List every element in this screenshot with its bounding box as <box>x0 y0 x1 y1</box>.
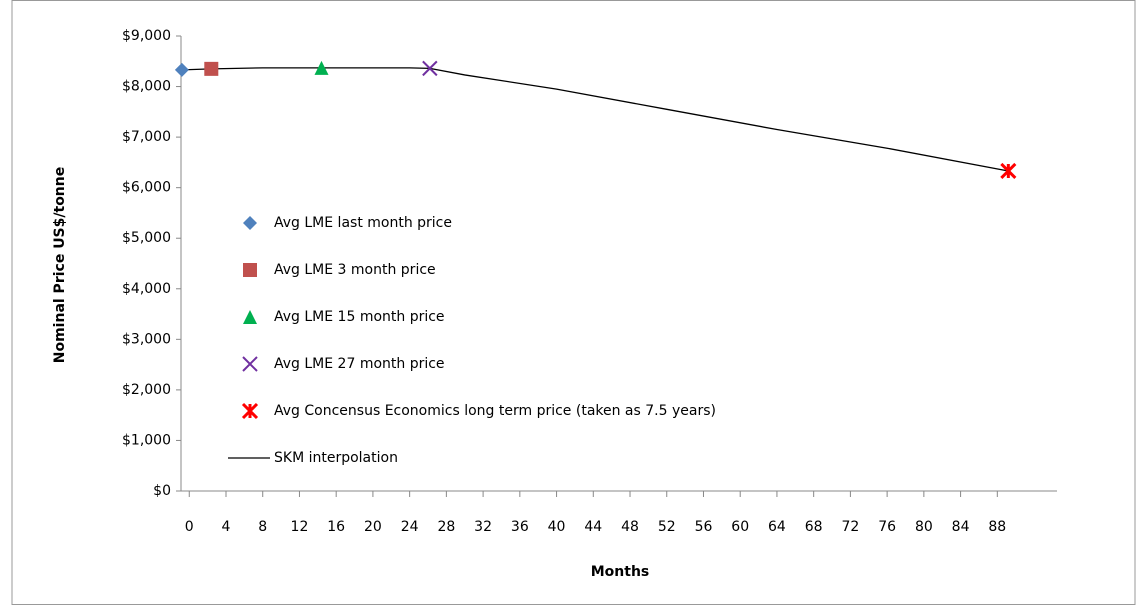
x-tick-label: 16 <box>327 519 345 535</box>
x-tick-label: 12 <box>291 519 309 535</box>
x-tick-label: 60 <box>731 519 749 535</box>
interpolation-line <box>181 67 1009 172</box>
x-tick-label: 72 <box>841 519 859 535</box>
point <box>1000 162 1017 180</box>
legend-swatch <box>242 356 258 372</box>
legend-swatch <box>243 310 257 324</box>
y-tick-label: $7,000 <box>122 129 171 145</box>
y-tick-label: $6,000 <box>122 180 171 196</box>
y-tick-label: $5,000 <box>122 230 171 246</box>
x-tick-label: 76 <box>878 519 896 535</box>
x-tick-label: 24 <box>401 519 419 535</box>
x-tick-label: 68 <box>805 519 823 535</box>
x-tick-label: 84 <box>952 519 970 535</box>
x-tick-label: 8 <box>258 519 267 535</box>
x-tick-label: 20 <box>364 519 382 535</box>
x-tick-label: 56 <box>695 519 713 535</box>
x-tick-label: 64 <box>768 519 786 535</box>
y-tick-label: $3,000 <box>122 331 171 347</box>
x-axis-title: Months <box>591 564 650 580</box>
legend-label: SKM interpolation <box>274 450 398 466</box>
y-tick-label: $4,000 <box>122 281 171 297</box>
legend-swatch <box>241 402 259 420</box>
y-tick-label: $2,000 <box>122 382 171 398</box>
y-tick-label: $8,000 <box>122 79 171 95</box>
legend-label: Avg LME 27 month price <box>274 356 445 372</box>
x-tick-label: 48 <box>621 519 639 535</box>
y-tick-label: $9,000 <box>122 28 171 44</box>
chart-frame <box>11 0 1136 605</box>
legend-label: Avg Concensus Economics long term price … <box>274 403 716 419</box>
x-tick-label: 32 <box>474 519 492 535</box>
legend-label: Avg LME last month price <box>274 215 452 231</box>
y-tick-label: $1,000 <box>122 432 171 448</box>
point <box>204 61 219 76</box>
point <box>314 60 329 75</box>
x-tick-label: 52 <box>658 519 676 535</box>
x-tick-label: 4 <box>222 519 231 535</box>
x-tick-label: 80 <box>915 519 933 535</box>
x-tick-label: 88 <box>988 519 1006 535</box>
x-tick-label: 36 <box>511 519 529 535</box>
x-tick-label: 44 <box>584 519 602 535</box>
legend-label: Avg LME 15 month price <box>274 309 445 325</box>
x-tick-label: 0 <box>185 519 194 535</box>
y-tick-label: $0 <box>153 483 171 499</box>
y-axis-title: Nominal Price US$/tonne <box>52 167 68 364</box>
legend-label: Avg LME 3 month price <box>274 262 436 278</box>
x-tick-label: 28 <box>437 519 455 535</box>
point <box>422 60 438 77</box>
legend-swatch <box>243 263 257 277</box>
x-tick-label: 40 <box>548 519 566 535</box>
legend-swatch <box>243 216 257 230</box>
point <box>174 62 189 77</box>
